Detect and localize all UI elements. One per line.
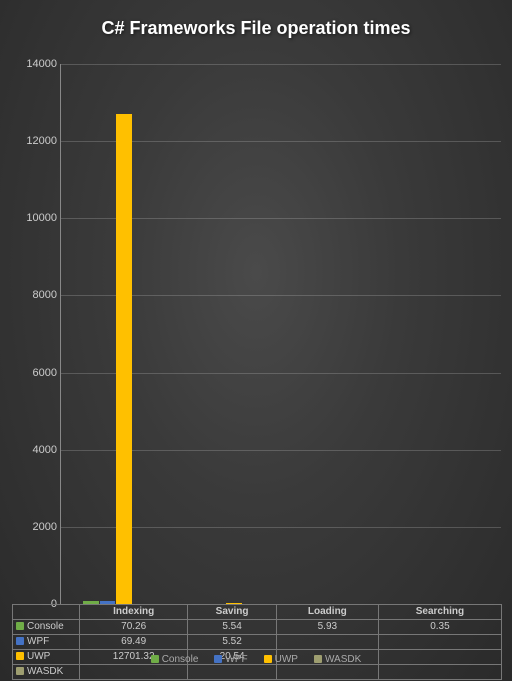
table-header-blank bbox=[13, 605, 80, 620]
legend-swatch-icon bbox=[151, 655, 159, 663]
legend-swatch-icon bbox=[314, 655, 322, 663]
y-tick-label: 6000 bbox=[7, 367, 57, 379]
y-tick-label: 4000 bbox=[7, 444, 57, 456]
legend-item-wasdk: WASDK bbox=[314, 654, 361, 665]
legend-label: UWP bbox=[275, 654, 298, 665]
table-row: WPF 69.495.52 bbox=[13, 635, 502, 650]
table-cell: 69.49 bbox=[80, 635, 188, 650]
chart-title: C# Frameworks File operation times bbox=[0, 18, 512, 39]
data-table: IndexingSavingLoadingSearching Console 70… bbox=[12, 604, 502, 680]
table-cell bbox=[378, 665, 501, 680]
table-cell bbox=[276, 665, 378, 680]
table-body: Console70.265.545.930.35WPF69.495.52UWP1… bbox=[13, 620, 502, 680]
y-tick-label: 12000 bbox=[7, 135, 57, 147]
table-cell bbox=[276, 635, 378, 650]
y-tick-label: 2000 bbox=[7, 521, 57, 533]
bars-layer bbox=[61, 64, 501, 604]
row-header-console: Console bbox=[13, 620, 80, 635]
row-header-wpf: WPF bbox=[13, 635, 80, 650]
legend-swatch-icon bbox=[214, 655, 222, 663]
plot-area bbox=[60, 64, 501, 605]
table-header-row: IndexingSavingLoadingSearching bbox=[13, 605, 502, 620]
row-header-wasdk: WASDK bbox=[13, 665, 80, 680]
table-cell bbox=[188, 665, 277, 680]
legend: Console WPF UWP WASDK bbox=[0, 654, 512, 665]
table-cell: 5.54 bbox=[188, 620, 277, 635]
table-row: WASDK bbox=[13, 665, 502, 680]
table-cell: 70.26 bbox=[80, 620, 188, 635]
legend-label: WPF bbox=[225, 654, 247, 665]
legend-swatch-icon bbox=[16, 667, 24, 675]
table-cell: 0.35 bbox=[378, 620, 501, 635]
series-name: WPF bbox=[27, 636, 49, 647]
series-name: Console bbox=[27, 621, 64, 632]
y-tick-label: 14000 bbox=[7, 58, 57, 70]
legend-swatch-icon bbox=[16, 637, 24, 645]
table-row: Console 70.265.545.930.35 bbox=[13, 620, 502, 635]
table-header-saving: Saving bbox=[188, 605, 277, 620]
series-name: WASDK bbox=[27, 666, 63, 677]
table-header-searching: Searching bbox=[378, 605, 501, 620]
legend-item-uwp: UWP bbox=[264, 654, 298, 665]
table-cell: 5.93 bbox=[276, 620, 378, 635]
table-cell: 5.52 bbox=[188, 635, 277, 650]
legend-item-wpf: WPF bbox=[214, 654, 247, 665]
chart-container: C# Frameworks File operation times 2000 4… bbox=[0, 0, 512, 681]
legend-label: Console bbox=[162, 654, 199, 665]
legend-item-console: Console bbox=[151, 654, 199, 665]
bar-uwp-indexing bbox=[116, 114, 132, 604]
table-header-loading: Loading bbox=[276, 605, 378, 620]
table-cell bbox=[378, 635, 501, 650]
table-cell bbox=[80, 665, 188, 680]
table-header-indexing: Indexing bbox=[80, 605, 188, 620]
legend-label: WASDK bbox=[325, 654, 361, 665]
y-tick-label: 10000 bbox=[7, 212, 57, 224]
y-tick-label: 8000 bbox=[7, 289, 57, 301]
legend-swatch-icon bbox=[16, 622, 24, 630]
legend-swatch-icon bbox=[264, 655, 272, 663]
